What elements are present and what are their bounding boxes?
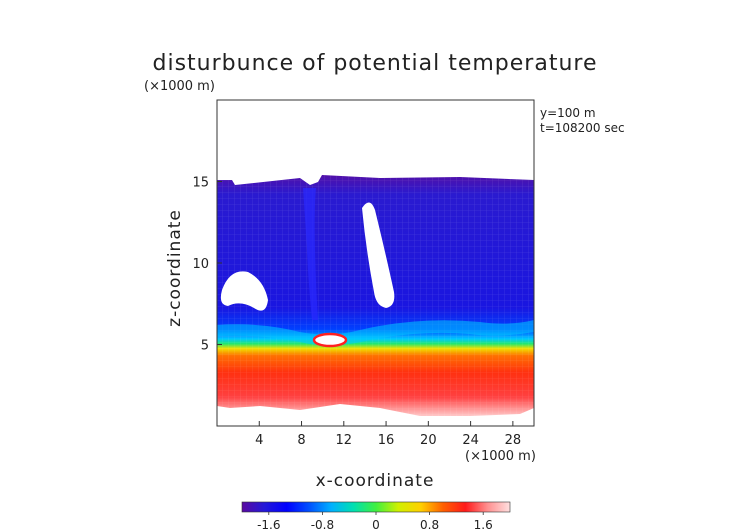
colorbar-tick-label: -0.8 xyxy=(311,518,334,532)
x-tick-label: 20 xyxy=(420,433,437,448)
annotation-line-1: y=100 m xyxy=(540,106,596,120)
y-tick-label: 5 xyxy=(201,339,209,354)
colorbar-tick-label: -1.6 xyxy=(257,518,280,532)
x-tick-label: 12 xyxy=(336,433,353,448)
x-tick-label: 8 xyxy=(297,433,305,448)
updraft-channel xyxy=(303,188,318,320)
colorbar-tick-label: 0 xyxy=(372,518,380,532)
chart-title: disturbunce of potential temperature xyxy=(153,51,598,76)
z-unit-label: (×1000 m) xyxy=(144,79,215,94)
colorbar-ticks: -1.6 -0.8 0 0.8 1.6 xyxy=(257,512,493,532)
x-axis-label: x-coordinate xyxy=(316,471,435,491)
x-tick-label: 4 xyxy=(255,433,263,448)
colorbar-tick-label: 1.6 xyxy=(474,518,493,532)
transition-band xyxy=(217,320,534,346)
y-tick-label: 10 xyxy=(192,257,209,272)
y-axis-label: z-coordinate xyxy=(165,209,185,327)
x-unit-label: (×1000 m) xyxy=(465,449,536,464)
x-axis: 4 8 12 16 20 24 28 xyxy=(255,421,521,448)
y-axis: 5 10 15 xyxy=(192,176,222,354)
warm-core xyxy=(312,332,348,348)
x-tick-label: 16 xyxy=(378,433,395,448)
y-tick-label: 15 xyxy=(192,176,209,191)
colorbar-tick-label: 0.8 xyxy=(420,518,439,532)
annotation-line-2: t=108200 sec xyxy=(540,121,625,135)
x-tick-label: 24 xyxy=(462,433,479,448)
heatmap-field xyxy=(217,175,534,416)
white-gap-2 xyxy=(362,202,395,308)
white-gap-1 xyxy=(220,271,268,311)
colorbar xyxy=(241,501,511,513)
x-tick-label: 28 xyxy=(505,433,522,448)
